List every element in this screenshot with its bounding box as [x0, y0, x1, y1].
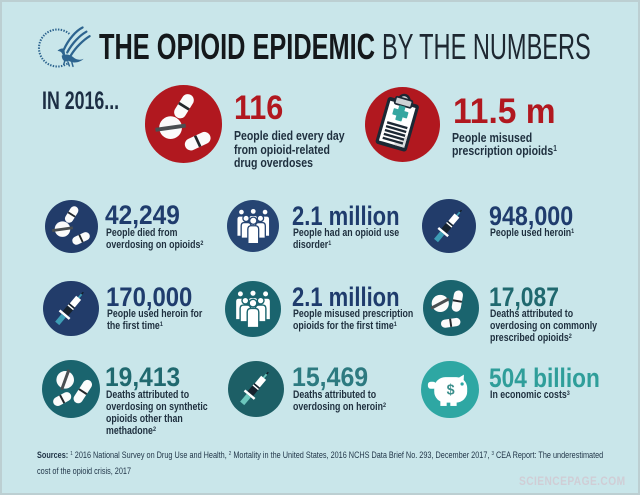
svg-text:$: $	[447, 382, 455, 398]
